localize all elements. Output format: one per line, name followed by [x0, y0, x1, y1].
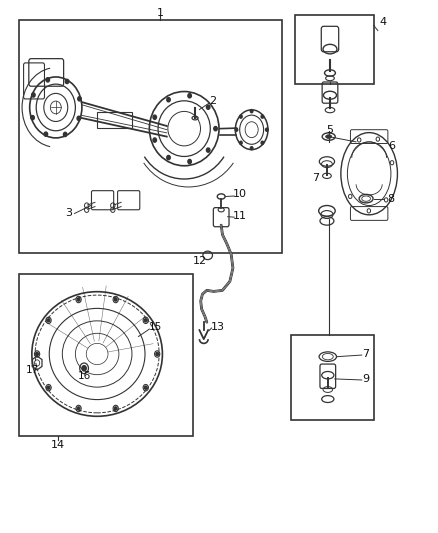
Circle shape	[32, 93, 35, 97]
Ellipse shape	[325, 135, 332, 139]
Circle shape	[261, 141, 264, 144]
Circle shape	[114, 407, 117, 410]
Circle shape	[77, 407, 80, 410]
Circle shape	[156, 352, 159, 356]
Circle shape	[77, 116, 81, 120]
Text: 16: 16	[78, 371, 91, 381]
Circle shape	[47, 319, 50, 322]
Circle shape	[240, 141, 242, 144]
Circle shape	[46, 78, 49, 82]
Circle shape	[114, 298, 117, 301]
Text: 6: 6	[389, 141, 396, 151]
Text: 11: 11	[233, 211, 247, 221]
Bar	[291, 335, 374, 420]
Text: 10: 10	[233, 189, 247, 199]
Circle shape	[206, 148, 210, 152]
Circle shape	[188, 159, 191, 164]
Text: 15: 15	[149, 322, 162, 333]
Bar	[295, 14, 374, 84]
Bar	[19, 274, 193, 436]
Text: 8: 8	[387, 193, 395, 204]
Circle shape	[153, 115, 156, 119]
Circle shape	[265, 128, 268, 131]
Text: 9: 9	[363, 374, 370, 384]
Circle shape	[65, 79, 69, 84]
Circle shape	[31, 116, 34, 120]
Text: 5: 5	[326, 125, 333, 135]
Circle shape	[153, 138, 156, 142]
Circle shape	[251, 147, 253, 150]
Circle shape	[145, 386, 147, 389]
Circle shape	[235, 128, 238, 131]
Circle shape	[64, 132, 67, 136]
Text: 1: 1	[157, 8, 164, 18]
Text: 7: 7	[312, 173, 319, 183]
Text: 17: 17	[26, 366, 39, 375]
Text: 14: 14	[51, 440, 65, 450]
Circle shape	[214, 126, 217, 131]
Circle shape	[167, 156, 170, 160]
Text: 3: 3	[65, 208, 72, 219]
Text: 4: 4	[379, 17, 387, 27]
Bar	[19, 20, 282, 253]
Circle shape	[36, 352, 39, 356]
Text: 2: 2	[209, 96, 216, 106]
Circle shape	[167, 98, 170, 102]
Text: 13: 13	[211, 322, 225, 333]
Circle shape	[44, 132, 48, 136]
Circle shape	[82, 366, 86, 371]
Circle shape	[47, 386, 50, 389]
Circle shape	[77, 298, 80, 301]
Circle shape	[261, 115, 264, 118]
Circle shape	[240, 115, 242, 118]
Circle shape	[78, 96, 81, 101]
Circle shape	[206, 105, 210, 109]
Circle shape	[188, 94, 191, 98]
Text: 12: 12	[193, 256, 207, 265]
Text: 7: 7	[363, 349, 370, 359]
Circle shape	[251, 110, 253, 113]
Circle shape	[145, 319, 147, 322]
